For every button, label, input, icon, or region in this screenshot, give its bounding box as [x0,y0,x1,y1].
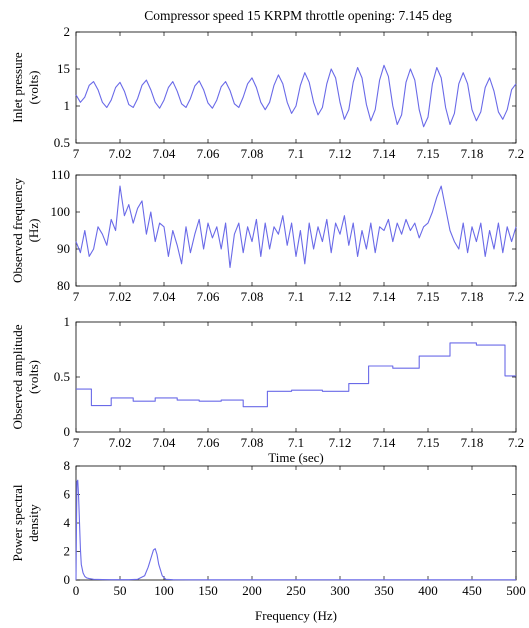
x-tick-label: 7.2 [508,289,524,304]
y-tick-label: 1 [64,314,71,329]
y-axis-label: (volts) [26,360,41,394]
y-tick-label: 110 [51,167,70,182]
x-tick-label: 7.12 [329,435,352,450]
x-tick-label: 350 [374,583,394,598]
x-tick-label: 150 [198,583,218,598]
y-axis-label: Power spectral [10,484,25,561]
panel-1: 7 7.02 7.04 7.06 7.08 7.1 7.12 7.14 7.15 7.18 7.2 0… [10,8,524,161]
x-tick-label: 200 [242,583,262,598]
x-tick-label: 7.08 [241,435,264,450]
x-tick-label: 7.1 [288,435,304,450]
plot-frame [75,31,517,144]
y-axis-label: (Hz) [26,219,41,243]
x-tick-label: 7.02 [109,146,132,161]
y-axis-label: Observed frequency [10,177,25,283]
x-tick-label: 7.08 [241,146,264,161]
y-axis-label: Inlet pressure [10,52,25,123]
x-tick-label: 7.02 [109,289,132,304]
y-tick-label: 0 [64,424,71,439]
x-tick-label: 0 [73,583,80,598]
x-tick-label: 7 [73,146,80,161]
y-tick-label: 100 [51,204,71,219]
y-tick-label: 80 [57,278,70,293]
y-tick-label: 2 [64,24,71,39]
y-tick-label: 0 [64,572,71,587]
x-tick-label: 100 [154,583,174,598]
x-tick-label: 7.2 [508,435,524,450]
panel-4: 0 50 100 150 200 250 300 350 400 450 500 0 2 4 6 8 Power… [10,458,526,623]
x-axis-label: Time (sec) [268,450,324,465]
x-tick-label: 7.04 [153,435,176,450]
x-tick-label: 7.06 [197,289,220,304]
x-tick-label: 7.02 [109,435,132,450]
x-tick-label: 7 [73,289,80,304]
x-tick-label: 7.12 [329,146,352,161]
x-tick-label: 7.1 [288,146,304,161]
x-tick-label: 7.06 [197,435,220,450]
y-tick-label: 0.5 [54,135,70,150]
x-tick-label: 400 [418,583,438,598]
y-axis-label: density [26,504,41,542]
x-tick-label: 7.12 [329,289,352,304]
x-tick-label: 7.2 [508,146,524,161]
series-line [75,64,517,128]
y-tick-label: 90 [57,241,70,256]
x-tick-label: 7 [73,435,80,450]
series-line [75,479,516,581]
plot-frame [75,465,517,581]
x-tick-label: 7.04 [153,289,176,304]
y-tick-label: 4 [64,515,71,530]
x-tick-label: 250 [286,583,306,598]
x-tick-label: 7.18 [461,146,484,161]
x-tick-label: 7.14 [373,146,396,161]
x-tick-label: 300 [330,583,350,598]
x-tick-label: 450 [462,583,482,598]
x-tick-label: 500 [506,583,526,598]
y-axis-label: (volts) [26,71,41,105]
x-tick-label: 7.1 [288,289,304,304]
y-tick-label: 8 [64,458,71,473]
panel-2: 7 7.02 7.04 7.06 7.08 7.1 7.12 7.14 7.15 7.18 7.2 8… [10,167,524,304]
x-tick-label: 50 [114,583,127,598]
x-tick-label: 7.04 [153,146,176,161]
x-tick-label: 7.08 [241,289,264,304]
x-tick-label: 7.15 [417,289,440,304]
x-tick-label: 7.15 [417,435,440,450]
y-tick-label: 2 [64,544,71,559]
series-line [75,185,517,269]
panel-3: 7 7.02 7.04 7.06 7.08 7.1 7.12 7.14 7.15 7.18 7.2 0… [10,314,524,465]
series-line [76,342,516,408]
x-tick-label: 7.15 [417,146,440,161]
x-axis-label: Frequency (Hz) [255,608,337,623]
x-tick-label: 7.06 [197,146,220,161]
y-axis-label: Observed amplitude [10,324,25,429]
x-tick-label: 7.18 [461,435,484,450]
x-tick-label: 7.18 [461,289,484,304]
plot-frame [75,321,517,433]
y-tick-label: 1 [64,98,71,113]
chart-title: Compressor speed 15 KRPM throttle openin… [144,8,452,23]
x-tick-label: 7.14 [373,435,396,450]
y-tick-label: 6 [64,487,71,502]
x-tick-label: 7.14 [373,289,396,304]
y-tick-label: 0.5 [54,369,70,384]
y-tick-label: 15 [57,61,70,76]
